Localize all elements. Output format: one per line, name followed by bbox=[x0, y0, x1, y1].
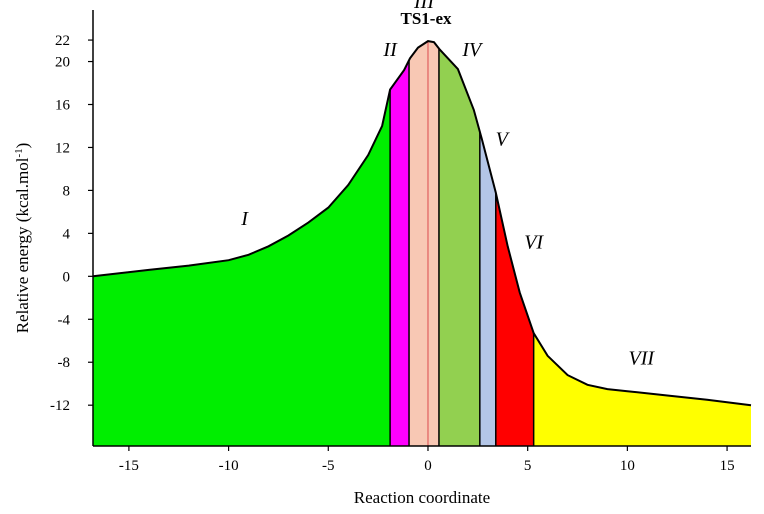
x-tick-label: 0 bbox=[424, 458, 432, 474]
y-tick-label: 8 bbox=[63, 183, 71, 199]
y-ticks: 22 20 16 12 8 4 0 -4 -8 -12 bbox=[50, 33, 93, 414]
x-tick-label: -15 bbox=[119, 458, 139, 474]
y-axis-title-suffix: ) bbox=[13, 143, 32, 149]
region-III bbox=[409, 41, 439, 446]
region-II bbox=[390, 60, 409, 447]
y-tick-label: 4 bbox=[63, 226, 71, 242]
y-tick-label: 16 bbox=[55, 98, 71, 114]
y-axis-title-main: Relative energy (kcal.mol bbox=[13, 157, 32, 333]
region-label-V: V bbox=[496, 128, 511, 150]
region-VI bbox=[495, 192, 534, 446]
region-IV bbox=[438, 48, 480, 446]
y-tick-label: 0 bbox=[63, 269, 71, 285]
x-tick-label: 15 bbox=[720, 458, 735, 474]
y-tick-label: 20 bbox=[55, 55, 70, 71]
y-axis-title: Relative energy (kcal.mol-1) bbox=[13, 143, 32, 334]
y-tick-label: -12 bbox=[50, 398, 70, 414]
region-label-II: II bbox=[382, 39, 398, 61]
y-tick-label: -4 bbox=[58, 312, 71, 328]
x-tick-label: -10 bbox=[219, 458, 239, 474]
region-VII bbox=[533, 333, 751, 446]
y-axis-title-superscript: -1 bbox=[13, 148, 25, 157]
chart-title: TS1-ex bbox=[401, 9, 453, 28]
x-tick-label: 5 bbox=[524, 458, 532, 474]
region-I bbox=[93, 89, 391, 446]
y-tick-label: 22 bbox=[55, 33, 70, 49]
region-label-VII: VII bbox=[629, 347, 656, 369]
x-tick-label: -5 bbox=[322, 458, 335, 474]
x-tick-label: 10 bbox=[620, 458, 635, 474]
region-label-IV: IV bbox=[461, 39, 484, 61]
region-label-I: I bbox=[240, 208, 249, 230]
x-ticks: -15 -10 -5 0 5 10 15 bbox=[119, 446, 735, 474]
region-label-III: III bbox=[413, 0, 435, 13]
y-tick-label: -8 bbox=[58, 355, 71, 371]
dividers-layer bbox=[389, 41, 535, 446]
y-tick-label: 12 bbox=[55, 140, 70, 156]
regions-layer bbox=[93, 41, 751, 447]
region-label-VI: VI bbox=[524, 231, 544, 253]
x-axis-title: Reaction coordinate bbox=[354, 488, 490, 507]
energy-curve bbox=[92, 40, 752, 407]
region-V bbox=[479, 131, 496, 446]
